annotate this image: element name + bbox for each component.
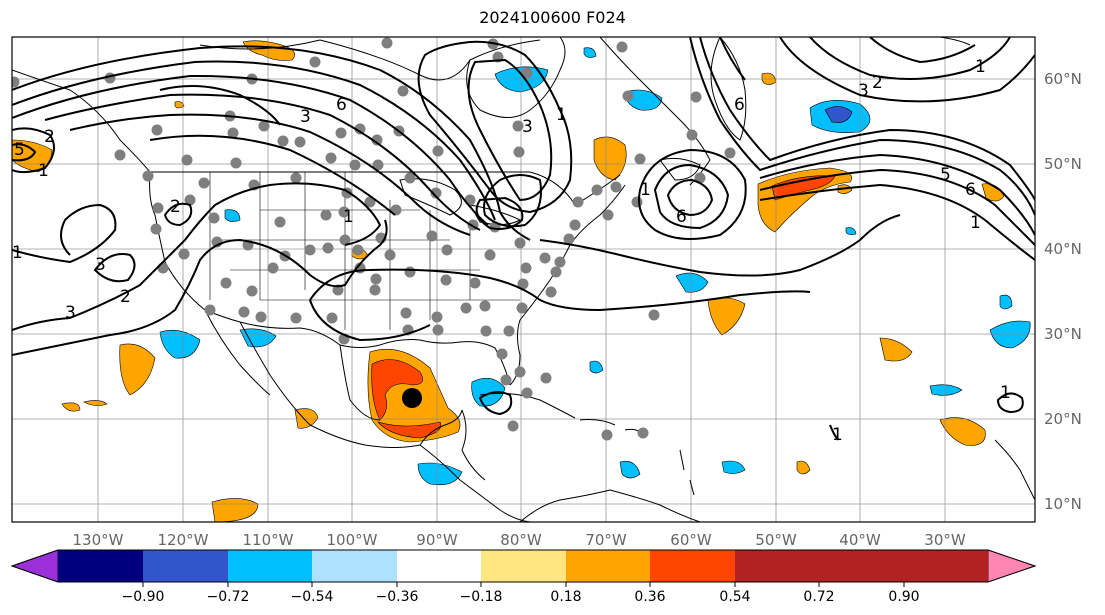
contour-label: 1 — [556, 105, 567, 125]
lat-label: 40°N — [1044, 240, 1082, 258]
colorbar-segment — [735, 550, 819, 582]
lon-label: 80°W — [500, 531, 542, 549]
colorbar-segment — [904, 550, 988, 582]
colorbar-segment — [312, 550, 397, 582]
lon-label: 60°W — [670, 531, 712, 549]
colorbar-extend-low — [10, 549, 59, 583]
colorbar-tick-label: −0.54 — [291, 589, 334, 605]
contour-label: 6 — [734, 95, 745, 115]
contour-label: 1 — [1000, 383, 1011, 403]
contour-label: 3 — [300, 107, 311, 127]
contour-label: 3 — [95, 255, 106, 275]
lon-label: 30°W — [924, 531, 966, 549]
contour-label: 1 — [343, 207, 354, 227]
graticule — [12, 37, 1035, 522]
colorbar-tick-label: −0.90 — [122, 589, 165, 605]
colorbar-segment — [819, 550, 904, 582]
lat-label: 10°N — [1044, 495, 1082, 513]
lon-label: 90°W — [416, 531, 458, 549]
lat-label: 50°N — [1044, 155, 1082, 173]
contour-label: 6 — [965, 180, 976, 200]
colorbar-tick-label: −0.72 — [207, 589, 250, 605]
contour-label: 3 — [522, 117, 533, 137]
lon-label: 120°W — [158, 531, 209, 549]
lon-label: 100°W — [327, 531, 378, 549]
colorbar-border — [10, 549, 1037, 583]
colorbar-segment — [228, 550, 312, 582]
contour-label: 1 — [975, 57, 986, 77]
contour-label: 2 — [170, 197, 181, 217]
contour-label: 5 — [14, 140, 25, 160]
contour-label: 1 — [38, 161, 49, 181]
colorbar-tick-label: 0.90 — [888, 589, 919, 605]
lat-label: 60°N — [1044, 70, 1082, 88]
longitude-labels: 130°W 120°W 110°W 100°W 90°W 80°W 70°W 6… — [73, 531, 966, 549]
contour-lines — [12, 37, 1035, 441]
contour-label: 1 — [970, 213, 981, 233]
contour-label: 3 — [65, 303, 76, 323]
contour-label: 1 — [832, 425, 843, 445]
lon-label: 40°W — [839, 531, 881, 549]
colorbar-segment — [481, 550, 566, 582]
contour-label: 6 — [336, 95, 347, 115]
map-title: 2024100600 F024 — [479, 8, 626, 27]
colorbar-segment — [58, 550, 143, 582]
map-frame — [11, 36, 1036, 523]
colorbar-ticks — [142, 582, 905, 587]
contour-label: 2 — [872, 73, 883, 93]
contour-label: 3 — [858, 81, 869, 101]
colorbar-tick-label: −0.36 — [376, 589, 419, 605]
latitude-labels: 60°N 50°N 40°N 30°N 20°N 10°N — [1044, 70, 1082, 513]
lat-label: 20°N — [1044, 410, 1082, 428]
colorbar-tick-label: 0.18 — [550, 589, 581, 605]
contour-label: 6 — [676, 207, 687, 227]
contour-label: 2 — [120, 287, 131, 307]
contour-label: 1 — [12, 243, 23, 263]
contour-label-group: 3 2 3 2 3 1 6 1 3 6 6 1 3 2 1 5 6 1 1 1 … — [12, 57, 1011, 445]
hurricane-center — [402, 388, 422, 408]
contour-label: 1 — [640, 180, 651, 200]
lon-label: 50°W — [755, 531, 797, 549]
colorbar-segment — [397, 550, 481, 582]
lon-label: 70°W — [585, 531, 627, 549]
colorbar-segment — [566, 550, 650, 582]
contour-label: 2 — [44, 127, 55, 147]
contour-label: 5 — [940, 165, 951, 185]
colorbar-segment — [650, 550, 735, 582]
lon-label: 110°W — [243, 531, 294, 549]
colorbar-extend-high — [987, 549, 1037, 583]
lat-label: 30°N — [1044, 325, 1082, 343]
lon-label: 130°W — [73, 531, 124, 549]
colorbar: −0.90 −0.72 −0.54 −0.36 −0.18 0.18 0.36 … — [10, 549, 1037, 605]
colorbar-segment — [143, 550, 228, 582]
colorbar-tick-label: 0.54 — [719, 589, 750, 605]
colorbar-tick-label: 0.72 — [803, 589, 834, 605]
colorbar-tick-label: 0.36 — [634, 589, 665, 605]
colorbar-tick-label: −0.18 — [460, 589, 503, 605]
